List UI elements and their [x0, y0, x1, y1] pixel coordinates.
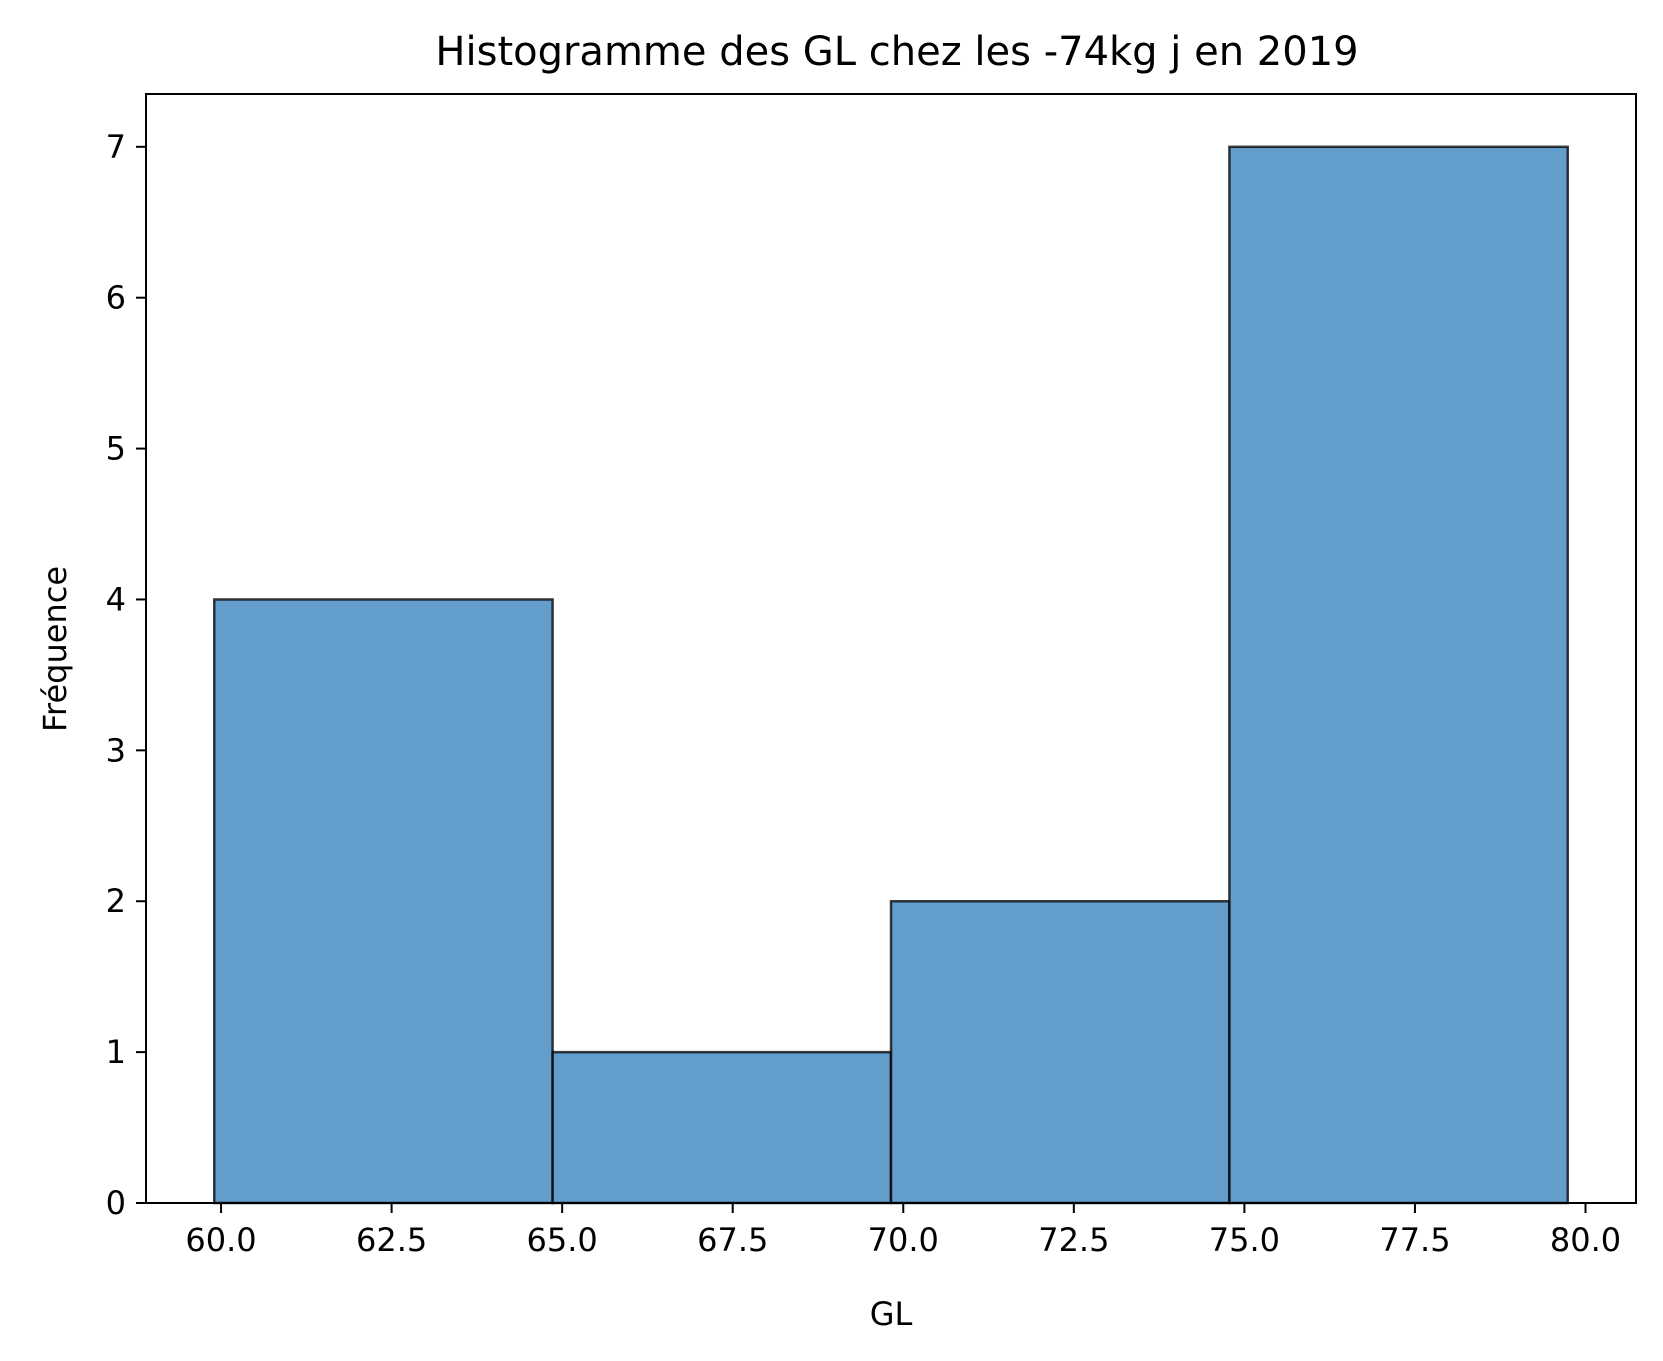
x-tick-label: 60.0	[185, 1221, 256, 1259]
x-tick-label: 62.5	[356, 1221, 427, 1259]
x-axis-label: GL	[870, 1295, 913, 1333]
histogram-bar-4	[1228, 145, 1570, 1205]
chart-title: Histogramme des GL chez les -74kg j en 2…	[435, 29, 1358, 75]
x-tick-label: 72.5	[1038, 1221, 1109, 1259]
y-tick-label: 4	[106, 580, 126, 618]
histogram-bar-1	[212, 598, 554, 1205]
y-axis-ticks: 0 1 2 3 4 5 6 7	[106, 128, 146, 1222]
y-tick-label: 5	[106, 430, 126, 468]
y-axis-label: Fréquence	[36, 566, 74, 732]
x-tick-label: 70.0	[868, 1221, 939, 1259]
histogram-bar-3	[889, 899, 1231, 1205]
x-tick-label: 65.0	[527, 1221, 598, 1259]
y-tick-label: 3	[106, 731, 126, 769]
plot-frame	[145, 93, 1637, 1204]
x-tick-label: 67.5	[697, 1221, 768, 1259]
y-tick-label: 2	[106, 882, 126, 920]
y-tick-label: 6	[106, 279, 126, 317]
histogram-bar-2	[551, 1050, 893, 1205]
x-tick-label: 77.5	[1379, 1221, 1450, 1259]
x-tick-label: 80.0	[1550, 1221, 1621, 1259]
y-tick-label: 1	[106, 1033, 126, 1071]
bars-group	[212, 145, 1570, 1205]
x-axis-ticks: 60.0 62.5 65.0 67.5 70.0 72.5 75.0 77.5 80.0	[185, 1203, 1621, 1259]
y-tick-label: 0	[106, 1184, 126, 1222]
y-tick-label: 7	[106, 128, 126, 166]
x-tick-label: 75.0	[1209, 1221, 1280, 1259]
